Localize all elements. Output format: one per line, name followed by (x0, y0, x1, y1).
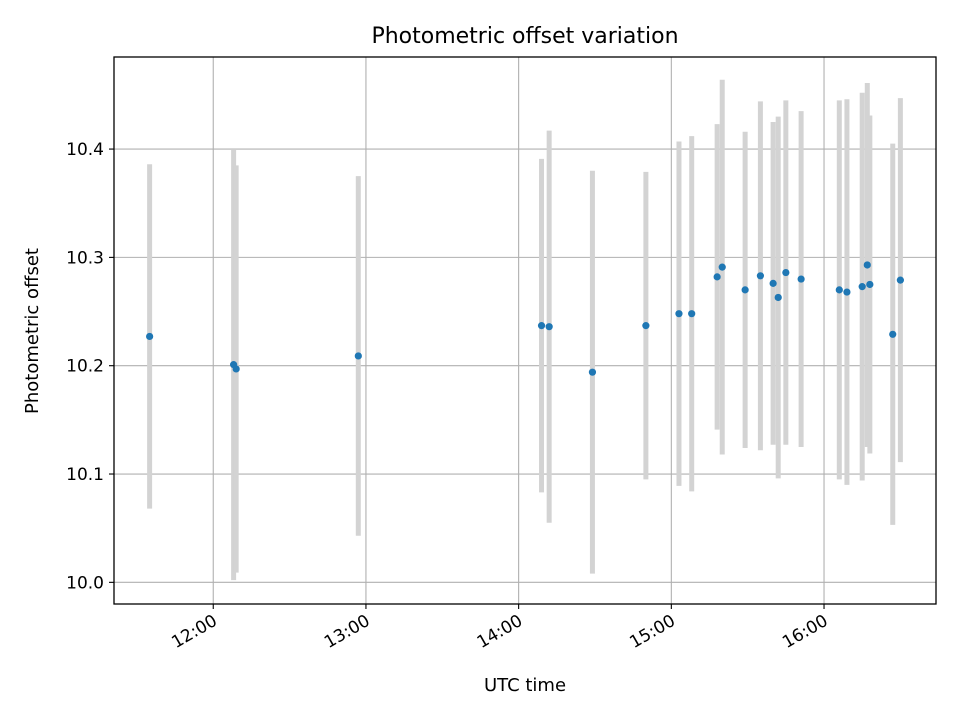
data-point (688, 310, 696, 318)
data-point (858, 283, 866, 291)
data-point (774, 293, 782, 302)
data-point (889, 330, 897, 338)
data-point (537, 322, 546, 330)
data-point (863, 261, 871, 269)
x-axis-label: UTC time (484, 675, 566, 696)
data-point (642, 322, 650, 330)
y-tick-label: 10.3 (66, 248, 104, 268)
y-tick-label: 10.1 (66, 465, 104, 485)
error-bars (147, 79, 903, 581)
data-point (866, 280, 874, 289)
data-points (146, 261, 904, 376)
data-point (146, 332, 154, 341)
data-point (713, 273, 721, 281)
plot-frame (113, 56, 937, 605)
data-point (718, 263, 726, 271)
data-point (354, 352, 362, 360)
data-point (797, 275, 805, 283)
data-point (769, 279, 777, 287)
y-tick-label: 10.2 (66, 357, 104, 377)
x-axis: 12:00 13:00 14:00 15:00 16:00 (168, 604, 832, 653)
data-point (835, 286, 843, 294)
data-point (756, 272, 765, 280)
data-point (588, 368, 597, 376)
data-point (545, 323, 553, 331)
x-tick-label: 15:00 (626, 611, 678, 653)
data-point (675, 310, 683, 318)
y-axis-label: Photometric offset (22, 248, 43, 414)
data-point (782, 268, 790, 277)
data-point (896, 276, 904, 284)
chart-title: Photometric offset variation (371, 24, 678, 49)
data-point (843, 288, 851, 296)
data-point (232, 365, 240, 373)
x-tick-label: 13:00 (321, 611, 373, 653)
data-point (741, 286, 749, 294)
y-axis: 10.0 10.1 10.2 10.3 10.4 (66, 140, 114, 593)
y-tick-label: 10.0 (66, 573, 104, 593)
x-tick-label: 16:00 (779, 611, 831, 653)
y-tick-label: 10.4 (66, 140, 104, 160)
x-tick-label: 14:00 (474, 611, 526, 653)
x-tick-label: 12:00 (168, 611, 220, 653)
